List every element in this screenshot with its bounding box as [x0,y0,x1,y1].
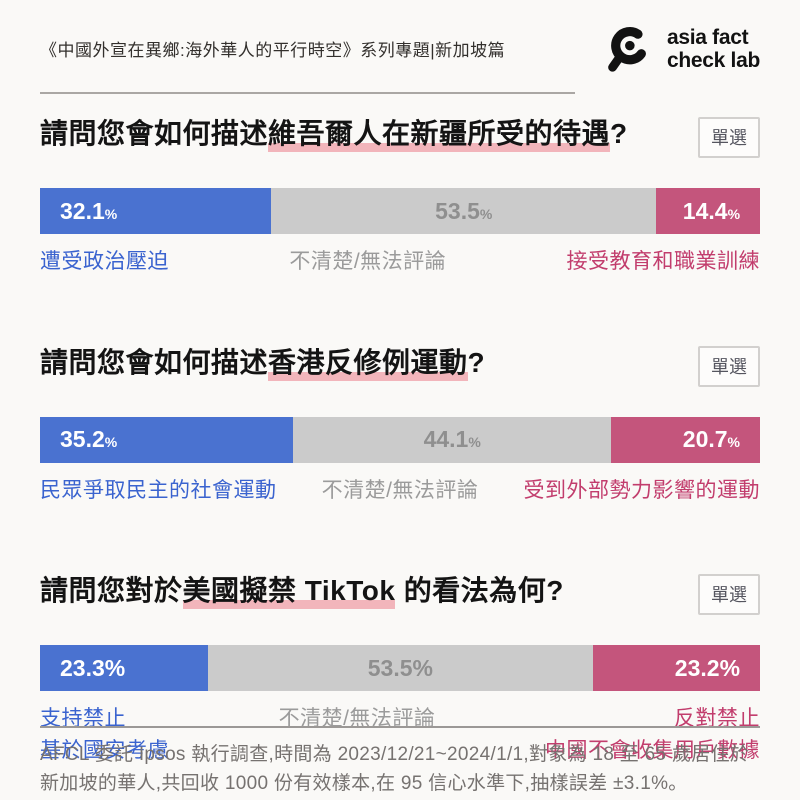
question-block-tiktok: 請問您對於美國擬禁 TikTok 的看法為何? 單選 23.3% 53.5% 2… [40,572,761,766]
single-choice-badge: 單選 [698,574,760,615]
answer-label-pink: 接受教育和職業訓練 [566,250,760,273]
title-suffix: ? [610,118,628,149]
stacked-bar: 32.1% 53.5% 14.4% [40,188,761,234]
bar-segment-blue: 23.3% [40,645,208,691]
question-block-xinjiang: 請問您會如何描述維吾爾人在新疆所受的待遇? 單選 32.1% 53.5% 14.… [40,115,761,278]
title-highlight: 維吾爾人在新疆所受的待遇 [268,118,611,153]
answer-label-line2: 中國不會收集用戶數據 [545,738,760,762]
title-prefix: 請問您會如何描述 [40,118,269,149]
answer-label-blue: 遭受政治壓迫 [40,250,169,273]
answer-label-line1: 支持禁止 [40,707,126,730]
question-title: 請問您對於美國擬禁 TikTok 的看法為何? [40,572,564,610]
magnifier-logo-icon [606,24,658,76]
question-title: 請問您會如何描述維吾爾人在新疆所受的待遇? [40,115,628,153]
single-choice-badge: 單選 [698,345,760,387]
bar-segment-blue: 32.1% [40,188,272,234]
title-suffix: ? [467,346,486,378]
logo-text: asia fact check lab [667,27,760,72]
title-prefix: 請問您對於 [40,575,183,606]
header: 《中國外宣在異鄉:海外華人的平行時空》系列專題|新加坡篇 asia fact c… [40,0,760,76]
bar-segment-pink: 14.4% [656,188,761,234]
answer-label-line1: 反對禁止 [674,707,760,730]
methodology-note: AFCL 委託 Ipsos 執行調查,時間為 2023/12/21~2024/1… [40,744,750,795]
bar-segment-pink: 20.7% [610,416,760,463]
logo-text-line2: check lab [666,49,760,72]
title-suffix: 的看法為何? [395,575,564,606]
answer-label-pink: 受到外部勢力影響的運動 [523,478,760,502]
footer-divider [40,726,760,728]
answer-labels: 民眾爭取民主的社會運動 不清楚/無法評論 受到外部勢力影響的運動 [40,475,760,507]
answer-label-gray: 不清楚/無法評論 [289,250,447,273]
answer-label-line2: 基於國安考慮 [40,738,169,762]
bar-segment-blue: 35.2% [40,416,294,463]
title-highlight: 美國擬禁 TikTok [182,575,396,610]
series-title: 《中國外宣在異鄉:海外華人的平行時空》系列專題|新加坡篇 [40,41,506,60]
answer-labels: 支持禁止 基於國安考慮 不清楚/無法評論 反對禁止 中國不會收集用戶數據 [40,703,760,766]
title-prefix: 請問您會如何描述 [40,346,269,378]
bar-segment-gray: 53.5% [207,645,593,691]
answer-label-blue: 支持禁止 基於國安考慮 [40,703,169,766]
answer-label-gray: 不清楚/無法評論 [278,707,436,730]
logo-text-line1: asia fact [666,26,749,50]
stacked-bar: 35.2% 44.1% 20.7% [40,416,760,463]
stacked-bar: 23.3% 53.5% 23.2% [40,645,761,691]
single-choice-badge: 單選 [698,117,760,158]
title-highlight: 香港反修例運動 [268,346,468,382]
answer-label-blue: 民眾爭取民主的社會運動 [40,478,277,502]
bar-segment-gray: 44.1% [293,416,611,463]
question-title: 請問您會如何描述香港反修例運動? [40,344,485,382]
answer-labels: 遭受政治壓迫 不清楚/無法評論 接受教育和職業訓練 [40,246,760,278]
bar-segment-gray: 53.5% [271,188,657,234]
answer-label-pink: 反對禁止 中國不會收集用戶數據 [545,703,760,766]
header-divider [40,92,575,94]
bar-segment-pink: 23.2% [592,645,761,691]
footer: AFCL 委託 Ipsos 執行調查,時間為 2023/12/21~2024/1… [40,726,760,799]
answer-label-gray: 不清楚/無法評論 [321,478,479,502]
question-block-hongkong: 請問您會如何描述香港反修例運動? 單選 35.2% 44.1% 20.7% 民眾… [40,344,760,507]
afcl-logo: asia fact check lab [606,24,760,76]
